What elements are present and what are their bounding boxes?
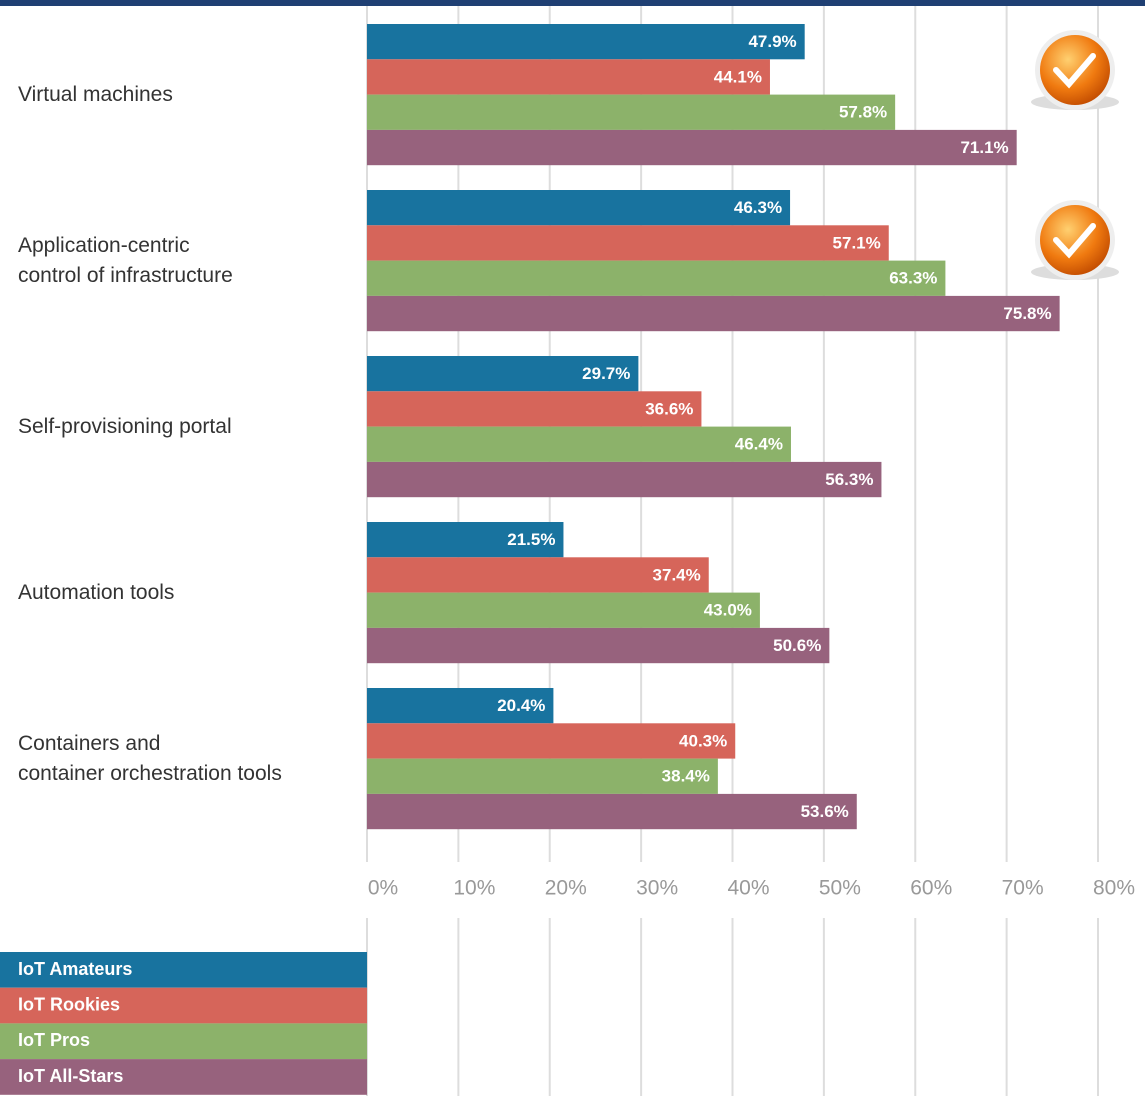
bar (367, 627, 830, 664)
bar (367, 295, 1060, 332)
bar (367, 522, 564, 558)
bar (367, 391, 702, 427)
bar (367, 461, 882, 498)
category-label: Automation tools (18, 580, 175, 604)
value-label: 36.6% (645, 399, 693, 418)
bar (367, 793, 857, 830)
legend-swatch (0, 1023, 367, 1060)
bar (367, 24, 805, 60)
legend-swatch (0, 987, 367, 1024)
bar (367, 225, 889, 261)
x-tick-label: 70% (1002, 877, 1044, 900)
bar (367, 426, 791, 462)
bar (367, 59, 770, 95)
legend-label: IoT Pros (18, 1030, 90, 1050)
value-label: 44.1% (714, 67, 762, 86)
bar (367, 557, 709, 593)
value-label: 71.1% (960, 138, 1008, 157)
category-label: Containers and container orchestration t… (18, 731, 282, 785)
check-icon (1031, 200, 1119, 280)
check-icon (1031, 30, 1119, 110)
x-tick-label: 30% (636, 877, 678, 900)
value-label: 37.4% (653, 565, 701, 584)
bar (367, 356, 639, 392)
value-label: 75.8% (1003, 304, 1051, 323)
value-label: 47.9% (748, 32, 796, 51)
legend-swatch (0, 952, 367, 988)
bar (367, 688, 554, 724)
bar (367, 758, 718, 794)
value-label: 46.3% (734, 198, 782, 217)
category-label: Application-centric control of infrastru… (18, 233, 233, 287)
x-tick-label: 40% (727, 877, 769, 900)
bar (367, 260, 946, 296)
x-tick-label: 50% (819, 877, 861, 900)
x-tick-label: 80% (1093, 877, 1135, 900)
value-label: 50.6% (773, 636, 821, 655)
value-label: 29.7% (582, 364, 630, 383)
bar (367, 190, 791, 226)
x-tick-label: 10% (453, 877, 495, 900)
value-label: 57.8% (839, 103, 887, 122)
value-label: 38.4% (662, 767, 710, 786)
legend-label: IoT All-Stars (18, 1066, 123, 1086)
value-label: 20.4% (497, 696, 545, 715)
x-tick-label: 20% (545, 877, 587, 900)
value-label: 53.6% (801, 802, 849, 821)
x-tick-label: 60% (910, 877, 952, 900)
bar (367, 129, 1017, 166)
category-label: Virtual machines (18, 82, 173, 106)
value-label: 56.3% (825, 470, 873, 489)
legend-label: IoT Rookies (18, 994, 120, 1014)
value-label: 46.4% (735, 435, 783, 454)
value-label: 57.1% (833, 233, 881, 252)
bars: 47.9% 44.1% 57.8% 71.1% 46.3% 57.1% 63.3% 75.8%… (367, 24, 1060, 830)
bar (367, 592, 760, 628)
bar (367, 723, 736, 759)
value-label: 40.3% (679, 731, 727, 750)
bar (367, 94, 896, 130)
legend-swatch (0, 1059, 367, 1095)
top-border (0, 0, 1145, 6)
legend-label: IoT Amateurs (18, 959, 132, 979)
x-tick-label: 0% (368, 877, 398, 900)
value-label: 63.3% (889, 269, 937, 288)
value-label: 43.0% (704, 601, 752, 620)
value-label: 21.5% (507, 530, 555, 549)
category-label: Self-provisioning portal (18, 414, 232, 438)
